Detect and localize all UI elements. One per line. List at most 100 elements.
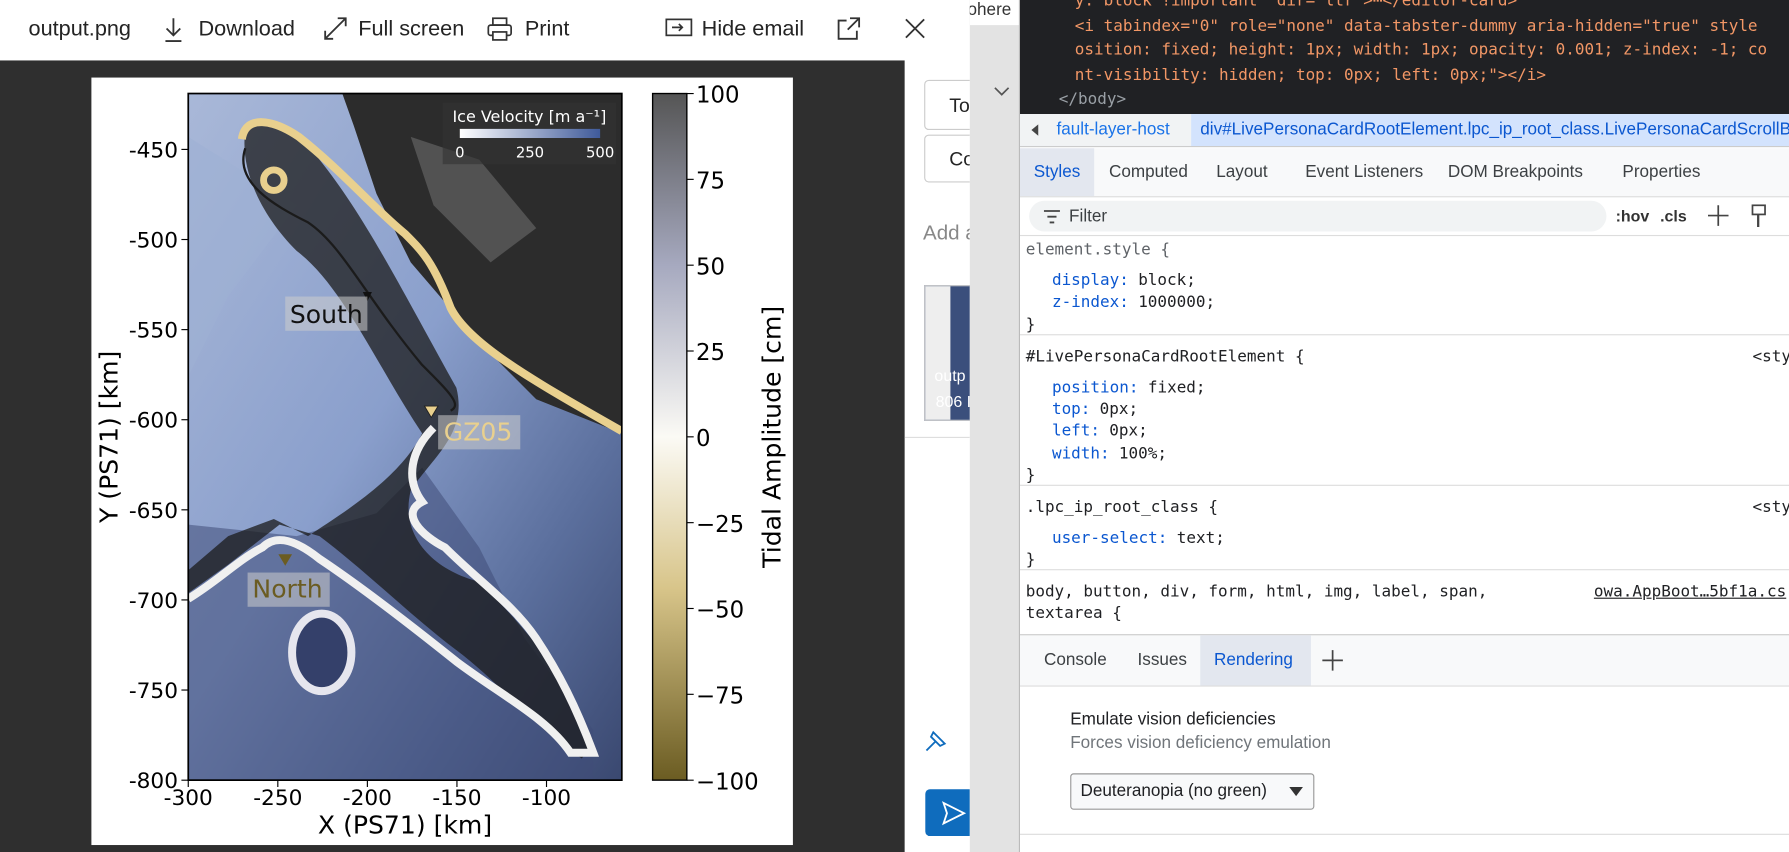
x-tick-label: -300	[164, 786, 213, 811]
y-tick-label: -550	[129, 319, 178, 344]
css-property: user-select:	[1051, 528, 1168, 548]
css-property: z-index:	[1051, 293, 1129, 312]
rule-source: owa.AppBoot…5bf1a.cs	[1593, 582, 1787, 602]
css-property: display:	[1051, 271, 1129, 290]
colorbar-tick-label: 100	[696, 83, 740, 109]
full-screen-button[interactable]: Full screen	[358, 17, 465, 42]
colorbar	[651, 92, 688, 781]
attachment-name: outp	[934, 366, 966, 385]
code-line: nt-visibility: hidden; top: 0px; left: 0…	[1074, 65, 1546, 84]
subject-placeholder[interactable]: Add a	[923, 221, 970, 245]
send-button[interactable]	[925, 789, 970, 837]
legend-tick-label: 500	[586, 144, 614, 161]
hov-toggle[interactable]: :hov	[1615, 206, 1650, 225]
breadcrumb-bar: fault-layer-host div#LivePersonaCardRoot…	[1020, 114, 1789, 148]
sidebar-tab[interactable]: Event Listeners	[1305, 161, 1424, 182]
x-tick-label: -150	[432, 786, 481, 811]
annotation-south: South	[290, 300, 363, 329]
mail-panel: To Co Add a outp 806 I	[904, 60, 970, 852]
more-tools[interactable]	[1321, 649, 1344, 672]
css-property: width:	[1051, 444, 1110, 463]
filter-input[interactable]: Filter	[1029, 200, 1607, 232]
hide-email-icon[interactable]	[665, 17, 693, 38]
format-painter-icon[interactable]	[922, 725, 952, 755]
rule-separator	[1020, 484, 1789, 486]
breadcrumb[interactable]: fault-layer-host	[1056, 119, 1170, 140]
css-value: block;	[1138, 271, 1196, 290]
panel-divider: ohere	[969, 0, 1021, 852]
hide-email-button[interactable]: Hide email	[701, 17, 805, 42]
rendering-subtitle: Forces vision deficiency emulation	[1070, 733, 1331, 753]
viewer-toolbar: output.png Download Full screen Print Hi…	[0, 0, 970, 61]
colorbar-tick-label: 25	[696, 340, 725, 366]
rule-source: <sty	[1752, 347, 1789, 366]
rule-close: }	[1025, 550, 1036, 570]
popout-icon[interactable]	[836, 16, 861, 41]
rule-separator	[1020, 569, 1789, 571]
drawer-tab[interactable]: Rendering	[1213, 650, 1293, 670]
sidebar-tab[interactable]: Styles	[1033, 161, 1081, 182]
file-name: output.png	[28, 17, 131, 42]
colorbar-tick-label: −50	[696, 598, 744, 624]
annotation-north: North	[252, 575, 322, 604]
colorbar-tick-label: 0	[696, 426, 711, 452]
clipped-text: ohere	[969, 0, 1012, 20]
sidebar-tabs: Styles Computed Layout Event Listeners DOM B…	[1020, 148, 1789, 198]
css-value: 0px;	[1099, 400, 1139, 419]
css-value: 0px;	[1109, 422, 1148, 441]
x-tick-label: -200	[343, 786, 392, 811]
sidebar-tab[interactable]: Computed	[1108, 161, 1188, 182]
new-rule-button[interactable]	[1707, 204, 1732, 229]
attachment-thumbnail[interactable]: outp 806 I	[924, 285, 970, 421]
close-icon[interactable]	[904, 17, 927, 40]
to-field[interactable]: To	[924, 79, 970, 131]
code-line: <i tabindex="0" role="none" data-tabster…	[1074, 16, 1758, 35]
map	[188, 93, 622, 781]
code-line: osition: fixed; height: 1px; width: 1px;…	[1074, 41, 1768, 60]
download-icon[interactable]	[162, 16, 185, 43]
y-tick-label: -800	[129, 769, 178, 794]
annotation-gz05: GZ05	[444, 417, 513, 446]
cls-toggle[interactable]: .cls	[1660, 206, 1687, 225]
select-value: Deuteranopia (no green)	[1080, 781, 1267, 801]
attachment-size: 806 I	[935, 392, 970, 411]
plot-frame	[187, 92, 623, 781]
download-button[interactable]: Download	[198, 17, 295, 42]
x-tick-label: -100	[522, 786, 571, 811]
legend-title: Ice Velocity [m a⁻¹]	[452, 107, 606, 126]
sidebar-tab[interactable]: Layout	[1216, 161, 1268, 182]
css-value: fixed;	[1147, 378, 1206, 397]
css-value: 100%;	[1118, 444, 1168, 463]
colorbar-tick-label: −75	[696, 683, 744, 709]
drawer-tab[interactable]: Issues	[1137, 650, 1187, 670]
cc-field[interactable]: Co	[924, 134, 970, 183]
code-line: y: block !important" dir="ltr">⋯</editor…	[1074, 0, 1518, 11]
rule-selector: textarea {	[1025, 604, 1122, 623]
sidebar-tab[interactable]: DOM Breakpoints	[1447, 161, 1583, 182]
rendering-title: Emulate vision deficiencies	[1070, 709, 1276, 729]
rule-separator	[1020, 333, 1789, 335]
to-label: To	[949, 94, 970, 117]
fullscreen-icon[interactable]	[323, 16, 348, 41]
breadcrumb[interactable]: div#LivePersonaCardRootElement.lpc_ip_ro…	[1200, 119, 1789, 140]
y-tick-label: -700	[129, 589, 178, 614]
colorbar-tick-label: −25	[696, 512, 744, 538]
drawer-tab[interactable]: Console	[1043, 650, 1107, 670]
legend-tick-label: 250	[516, 144, 544, 161]
computed-styles-button[interactable]	[1750, 204, 1768, 229]
rule-close: }	[1025, 466, 1036, 485]
print-button[interactable]: Print	[524, 17, 570, 42]
y-tick-label: -450	[129, 138, 178, 163]
print-icon[interactable]	[486, 16, 513, 41]
rule-selector: body, button, div, form, html, img, labe…	[1025, 582, 1488, 602]
css-value: text;	[1176, 528, 1225, 548]
colorbar-tick-label: 75	[696, 168, 725, 194]
cc-label: Co	[949, 148, 970, 170]
y-axis-label: Y (PS71) [km]	[95, 351, 124, 524]
vision-deficiency-select[interactable]: Deuteranopia (no green)	[1070, 773, 1315, 810]
colorbar-tick-label: −100	[696, 769, 759, 795]
y-tick-label: -500	[129, 229, 178, 254]
colorbar-tick-label: 50	[696, 254, 725, 280]
sidebar-tab[interactable]: Properties	[1622, 161, 1701, 182]
